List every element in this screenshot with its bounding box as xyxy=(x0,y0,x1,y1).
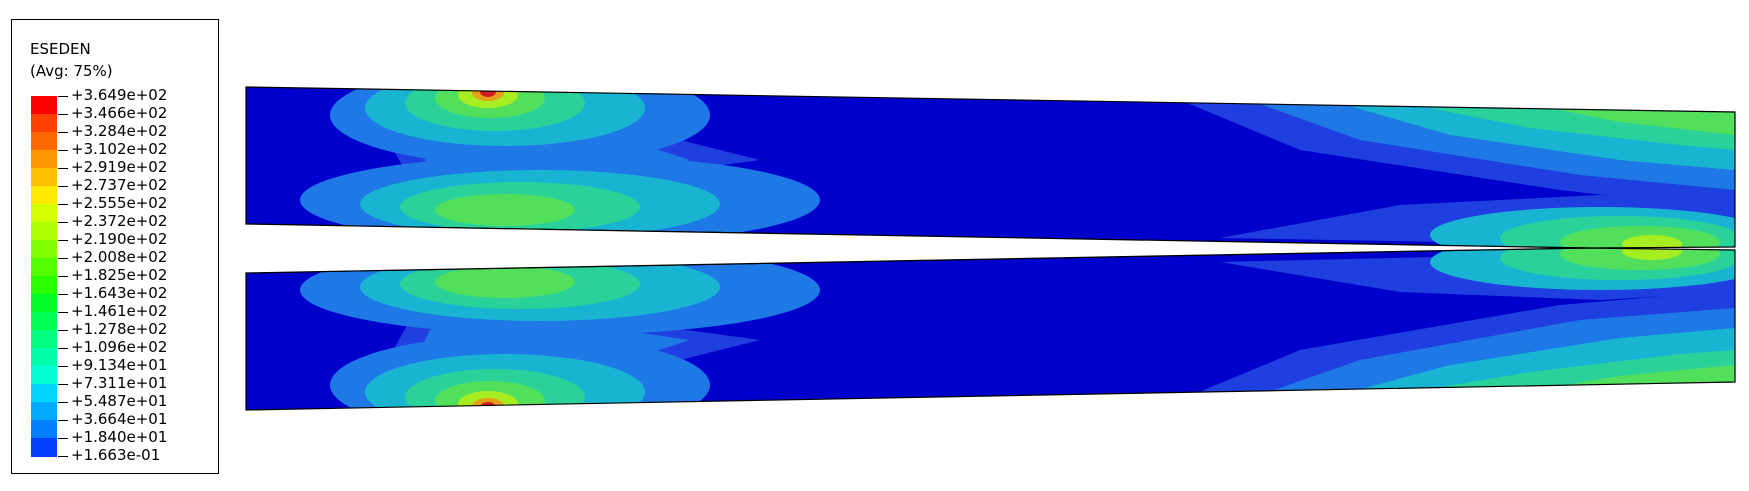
legend-tick xyxy=(58,438,68,439)
legend-label: +3.649e+02 xyxy=(71,86,168,104)
legend-subtitle: (Avg: 75%) xyxy=(30,62,113,80)
legend-label: +3.466e+02 xyxy=(71,104,168,122)
legend-label: +1.278e+02 xyxy=(71,320,168,338)
legend-swatch xyxy=(31,384,57,403)
legend-label: +2.190e+02 xyxy=(71,230,168,248)
legend-tick xyxy=(58,150,68,151)
upper-beam-outline xyxy=(245,86,1736,249)
legend-tick xyxy=(58,114,68,115)
legend-tick xyxy=(58,276,68,277)
legend-tick xyxy=(58,348,68,349)
legend-label: +1.840e+01 xyxy=(71,428,168,446)
legend-tick xyxy=(58,456,68,457)
legend-title: ESEDEN xyxy=(30,40,91,58)
legend-tick xyxy=(58,366,68,367)
legend-swatch xyxy=(31,402,57,421)
legend-tick xyxy=(58,258,68,259)
legend-tick xyxy=(58,294,68,295)
legend-label: +2.008e+02 xyxy=(71,248,168,266)
legend-label: +2.919e+02 xyxy=(71,158,168,176)
contour-region xyxy=(1622,235,1682,248)
crack-gap xyxy=(246,224,1585,273)
legend-swatch xyxy=(31,150,57,169)
legend-label: +9.134e+01 xyxy=(71,356,168,374)
legend-tick xyxy=(58,96,68,97)
legend-swatch xyxy=(31,438,57,457)
legend-swatch xyxy=(31,258,57,277)
legend-label: +1.663e-01 xyxy=(71,446,161,464)
legend-swatch xyxy=(31,330,57,349)
legend-tick xyxy=(58,330,68,331)
legend-label: +1.825e+02 xyxy=(71,266,168,284)
legend-swatch xyxy=(31,420,57,439)
legend-tick xyxy=(58,186,68,187)
crack-upper-face xyxy=(245,223,1586,249)
legend-tick xyxy=(58,168,68,169)
legend-swatch xyxy=(31,96,57,115)
contour-region xyxy=(480,87,496,97)
contour-region xyxy=(480,402,496,410)
legend-label: +1.096e+02 xyxy=(71,338,168,356)
legend-tick xyxy=(58,402,68,403)
upper-beam xyxy=(246,87,1735,248)
contour-region xyxy=(435,194,575,226)
legend-swatch xyxy=(31,186,57,205)
legend-tick xyxy=(58,240,68,241)
legend-tick xyxy=(58,222,68,223)
legend-swatch xyxy=(31,366,57,385)
legend-tick xyxy=(58,204,68,205)
legend-swatch xyxy=(31,294,57,313)
contour-region xyxy=(1560,365,1735,386)
contour-region xyxy=(435,266,575,298)
crack-lower-face xyxy=(245,247,1586,274)
legend-swatch xyxy=(31,114,57,133)
contour-region xyxy=(1560,110,1735,135)
legend-label: +3.284e+02 xyxy=(71,122,168,140)
legend-label: +3.102e+02 xyxy=(71,140,168,158)
legend-swatch xyxy=(31,276,57,295)
color-scale xyxy=(31,96,57,457)
legend-tick xyxy=(58,132,68,133)
legend-swatch xyxy=(31,204,57,223)
legend-tick xyxy=(58,312,68,313)
legend: ESEDEN (Avg: 75%) +3.649e+02 +3.466e+02 +3… xyxy=(11,19,219,474)
legend-label: +2.372e+02 xyxy=(71,212,168,230)
legend-swatch xyxy=(31,240,57,259)
contour-region xyxy=(1622,248,1682,260)
legend-label: +3.664e+01 xyxy=(71,410,168,428)
legend-label: +7.311e+01 xyxy=(71,374,168,392)
legend-swatch xyxy=(31,132,57,151)
legend-tick xyxy=(58,420,68,421)
legend-label: +2.555e+02 xyxy=(71,194,168,212)
legend-label: +1.461e+02 xyxy=(71,302,168,320)
legend-label: +5.487e+01 xyxy=(71,392,168,410)
legend-tick xyxy=(58,384,68,385)
legend-swatch xyxy=(31,222,57,241)
legend-label: +2.737e+02 xyxy=(71,176,168,194)
legend-swatch xyxy=(31,168,57,187)
legend-swatch xyxy=(31,348,57,367)
legend-label: +1.643e+02 xyxy=(71,284,168,302)
legend-swatch xyxy=(31,312,57,331)
